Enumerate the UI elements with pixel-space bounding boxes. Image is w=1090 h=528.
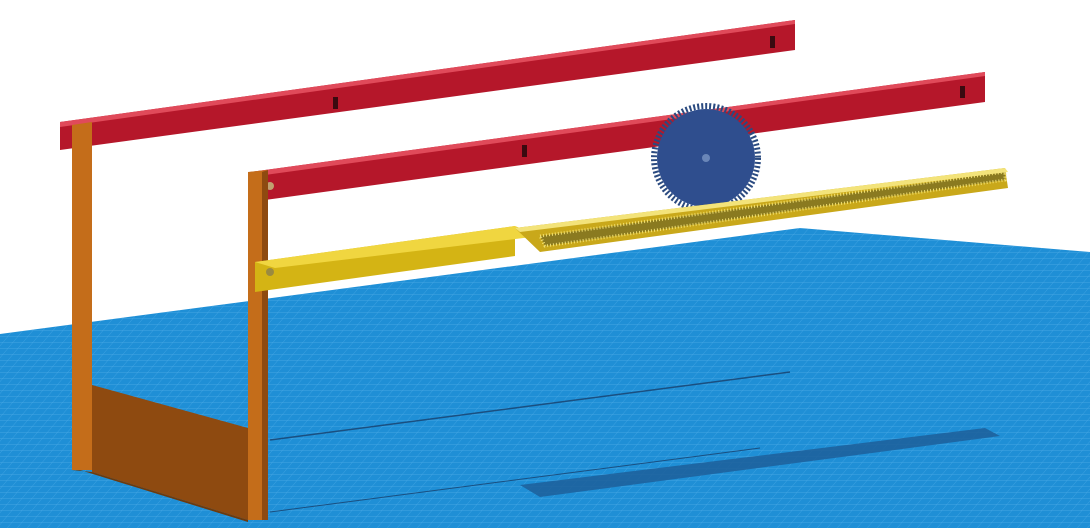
front-rail	[250, 72, 985, 202]
rack-top	[515, 168, 1008, 232]
front-rail-top	[250, 72, 985, 177]
pin	[266, 268, 274, 276]
rack-teeth	[537, 170, 1007, 248]
slot	[333, 97, 338, 109]
slot	[522, 145, 527, 157]
shadow	[520, 428, 1000, 497]
shadow-line	[269, 371, 791, 441]
arm-top	[255, 226, 540, 268]
base-plate	[92, 385, 248, 520]
gear-hub	[702, 154, 710, 162]
back-rail-top	[60, 20, 795, 127]
slot	[770, 36, 775, 48]
left-post	[72, 122, 92, 470]
back-rail	[60, 20, 795, 150]
right-post-side	[262, 170, 268, 520]
slot	[960, 86, 965, 98]
shadow-line	[269, 447, 761, 513]
